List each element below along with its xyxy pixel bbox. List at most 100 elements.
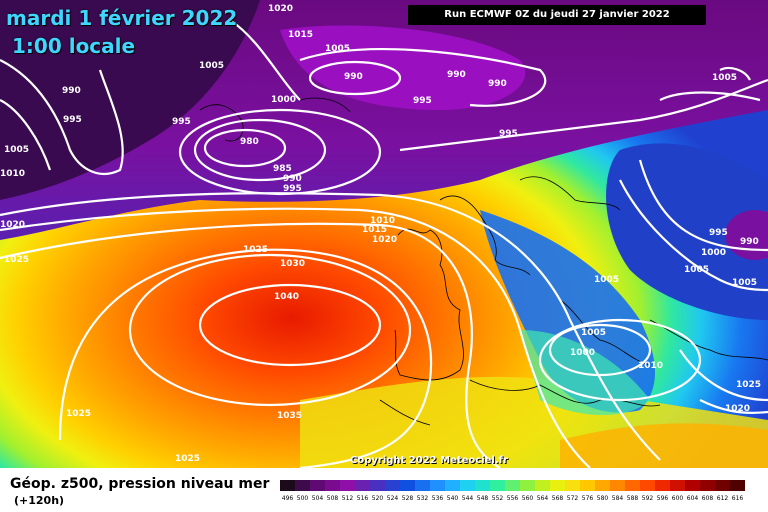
legend-value: 560 xyxy=(522,495,534,502)
isobar-label: 1020 xyxy=(0,220,25,230)
legend-swatch xyxy=(475,480,491,491)
legend-swatch xyxy=(280,480,296,491)
isobar-label: 1015 xyxy=(288,30,313,40)
legend-swatch xyxy=(610,480,626,491)
legend-swatch xyxy=(295,480,311,491)
legend-swatch xyxy=(415,480,431,491)
legend-swatch xyxy=(460,480,476,491)
legend-value: 556 xyxy=(507,495,519,502)
map-footer: Géop. z500, pression niveau mer (+120h) … xyxy=(0,468,768,512)
low-core-west xyxy=(0,0,260,200)
legend-swatch xyxy=(685,480,701,491)
isobar-label: 1010 xyxy=(638,361,663,371)
legend-swatch xyxy=(580,480,596,491)
trough-green xyxy=(520,330,650,415)
legend-value: 536 xyxy=(432,495,444,502)
legend-swatch xyxy=(730,480,745,491)
copyright-notice: Copyright 2022 Meteociel.fr xyxy=(350,455,508,466)
legend-value: 604 xyxy=(687,495,699,502)
legend-swatch xyxy=(340,480,356,491)
isobar-label: 1025 xyxy=(66,409,91,419)
legend-value: 612 xyxy=(717,495,729,502)
legend-value: 608 xyxy=(702,495,714,502)
legend-value: 552 xyxy=(492,495,504,502)
isobar-label: 995 xyxy=(172,117,191,127)
legend-value: 496 xyxy=(282,495,294,502)
central-trough xyxy=(480,210,655,413)
color-scale-legend: 496 500 504 508 512 516 520 524 528 532 536 540 544 5… xyxy=(280,480,745,502)
isobar-label: 1020 xyxy=(725,404,750,414)
isobar-label: 995 xyxy=(709,228,728,238)
coastlines xyxy=(199,97,768,426)
legend-value: 544 xyxy=(462,495,474,502)
isobar-label: 985 xyxy=(273,164,292,174)
legend-swatch xyxy=(385,480,401,491)
isobar-label: 1035 xyxy=(277,411,302,421)
isobar-label: 990 xyxy=(344,72,363,82)
legend-value: 540 xyxy=(447,495,459,502)
isobar-label: 995 xyxy=(63,115,82,125)
legend-value: 528 xyxy=(402,495,414,502)
isobar-label: 1005 xyxy=(581,328,606,338)
legend-swatch xyxy=(640,480,656,491)
legend-swatch xyxy=(400,480,416,491)
legend-value: 508 xyxy=(327,495,339,502)
isobar-label: 1025 xyxy=(4,255,29,265)
legend-swatch xyxy=(445,480,461,491)
isobar-labels: 1020 1015 1005 1005 990 990 990 1000 995… xyxy=(0,4,761,464)
legend-value: 520 xyxy=(372,495,384,502)
legend-swatch xyxy=(550,480,566,491)
legend-swatch xyxy=(565,480,581,491)
legend-swatch xyxy=(310,480,326,491)
isobar-label: 990 xyxy=(62,86,81,96)
legend-value: 600 xyxy=(672,495,684,502)
forecast-local-time: 1:00 locale xyxy=(12,34,136,58)
isobar-label: 1005 xyxy=(594,275,619,285)
isobar-label: 1005 xyxy=(325,44,350,54)
legend-value: 588 xyxy=(627,495,639,502)
legend-value: 524 xyxy=(387,495,399,502)
product-title: Géop. z500, pression niveau mer xyxy=(10,476,270,492)
legend-value: 532 xyxy=(417,495,429,502)
isobar-label: 1025 xyxy=(736,380,761,390)
isobar-label: 1040 xyxy=(274,292,299,302)
legend-swatch xyxy=(670,480,686,491)
isobar-label: 1010 xyxy=(0,169,25,179)
legend-swatch xyxy=(655,480,671,491)
low-core-north xyxy=(280,25,526,110)
legend-swatch xyxy=(505,480,521,491)
isobar-label: 990 xyxy=(283,174,302,184)
forecast-hour: (+120h) xyxy=(14,494,65,507)
isobar-label: 990 xyxy=(447,70,466,80)
legend-value: 592 xyxy=(642,495,654,502)
isobar-label: 1005 xyxy=(4,145,29,155)
isobar-label: 1020 xyxy=(372,235,397,245)
legend-swatch xyxy=(370,480,386,491)
legend-value: 516 xyxy=(357,495,369,502)
legend-value: 584 xyxy=(612,495,624,502)
isobar-label: 990 xyxy=(740,237,759,247)
geopotential-map: 1020 1015 1005 1005 990 990 990 1000 995… xyxy=(0,0,768,468)
legend-value: 576 xyxy=(582,495,594,502)
isobar-label: 1025 xyxy=(175,454,200,464)
legend-swatch xyxy=(700,480,716,491)
isobar-label: 1005 xyxy=(712,73,737,83)
isobar-label: 1000 xyxy=(701,248,726,258)
legend-swatch xyxy=(355,480,371,491)
isobar-label: 1005 xyxy=(732,278,757,288)
isobar-label: 1025 xyxy=(243,245,268,255)
isobar-label: 995 xyxy=(283,184,302,194)
legend-swatch xyxy=(625,480,641,491)
isobar-label: 990 xyxy=(488,79,507,89)
legend-value: 616 xyxy=(732,495,744,502)
legend-value: 568 xyxy=(552,495,564,502)
isobar-label: 980 xyxy=(240,137,259,147)
isobar-label: 1000 xyxy=(271,95,296,105)
isobar-label: 995 xyxy=(413,96,432,106)
legend-value: 548 xyxy=(477,495,489,502)
isobar-lines xyxy=(0,19,768,468)
southern-orange xyxy=(560,423,768,468)
legend-swatch xyxy=(535,480,551,491)
legend-value: 572 xyxy=(567,495,579,502)
